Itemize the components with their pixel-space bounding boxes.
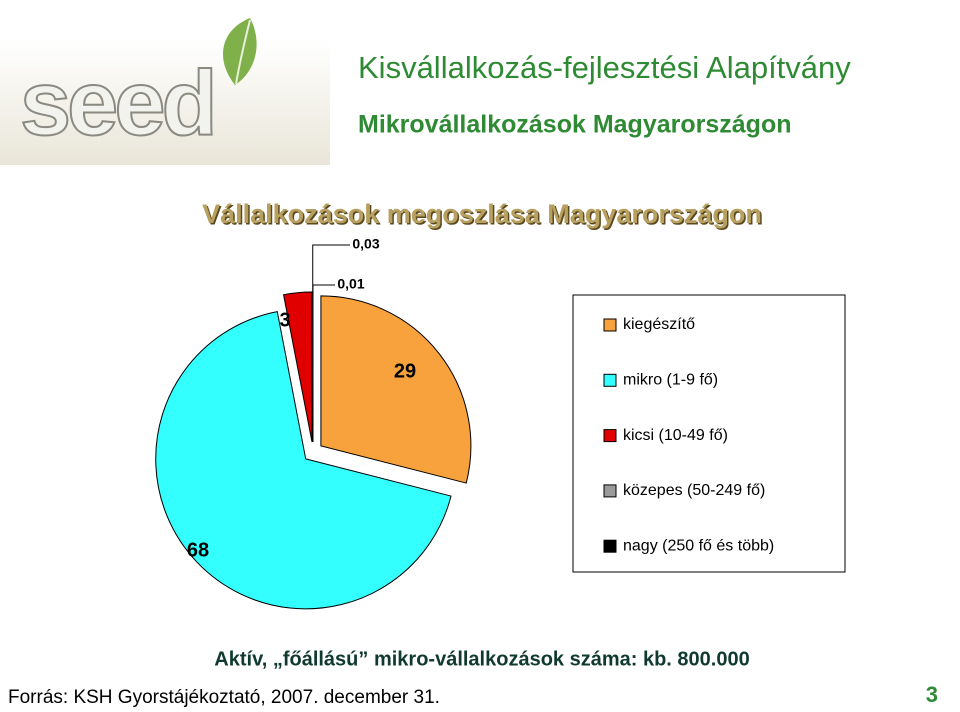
logo-leaf-vein	[235, 19, 251, 85]
legend-label: közepes (50-249 fő)	[623, 482, 765, 499]
chart-title-shadow: Vállalkozások megoszlása Magyarországon	[204, 201, 764, 231]
legend-box	[572, 294, 846, 573]
pie-slice	[155, 310, 452, 610]
legend-label: kicsi (10-49 fő)	[623, 427, 728, 444]
chart-title: Vállalkozások megoszlása Magyarországon	[202, 199, 762, 229]
legend-swatch	[603, 373, 617, 387]
header-subtitle: Mikrovállalkozások Magyarországon	[358, 111, 791, 139]
data-label: 0,01	[337, 276, 364, 292]
legend-swatch	[603, 484, 617, 498]
legend-label: mikro (1-9 fő)	[623, 372, 718, 389]
chart-note: Aktív, „főállású” mikro-vállalkozások sz…	[214, 648, 749, 670]
data-label: 3	[279, 309, 290, 331]
data-label: 29	[394, 360, 416, 382]
header-title: Kisvállalkozás-fejlesztési Alapítvány	[358, 50, 851, 85]
legend-label: nagy (250 fő és több)	[623, 537, 774, 554]
page-number: 3	[926, 682, 938, 707]
legend-swatch	[603, 539, 617, 553]
logo-background	[0, 40, 330, 165]
leader-line	[312, 284, 335, 292]
legend-label: kiegészítő	[623, 316, 695, 333]
leader-line	[312, 244, 350, 293]
pie-slice	[282, 291, 313, 443]
data-label: 68	[187, 539, 209, 561]
logo-text: seed	[20, 52, 214, 154]
legend-swatch	[603, 429, 617, 443]
data-label: 0,03	[352, 236, 379, 252]
legend-swatch	[603, 318, 617, 332]
pie-slice	[320, 295, 472, 484]
source: Forrás: KSH Gyorstájékoztató, 2007. dece…	[8, 687, 440, 708]
logo-leaf	[223, 18, 257, 85]
